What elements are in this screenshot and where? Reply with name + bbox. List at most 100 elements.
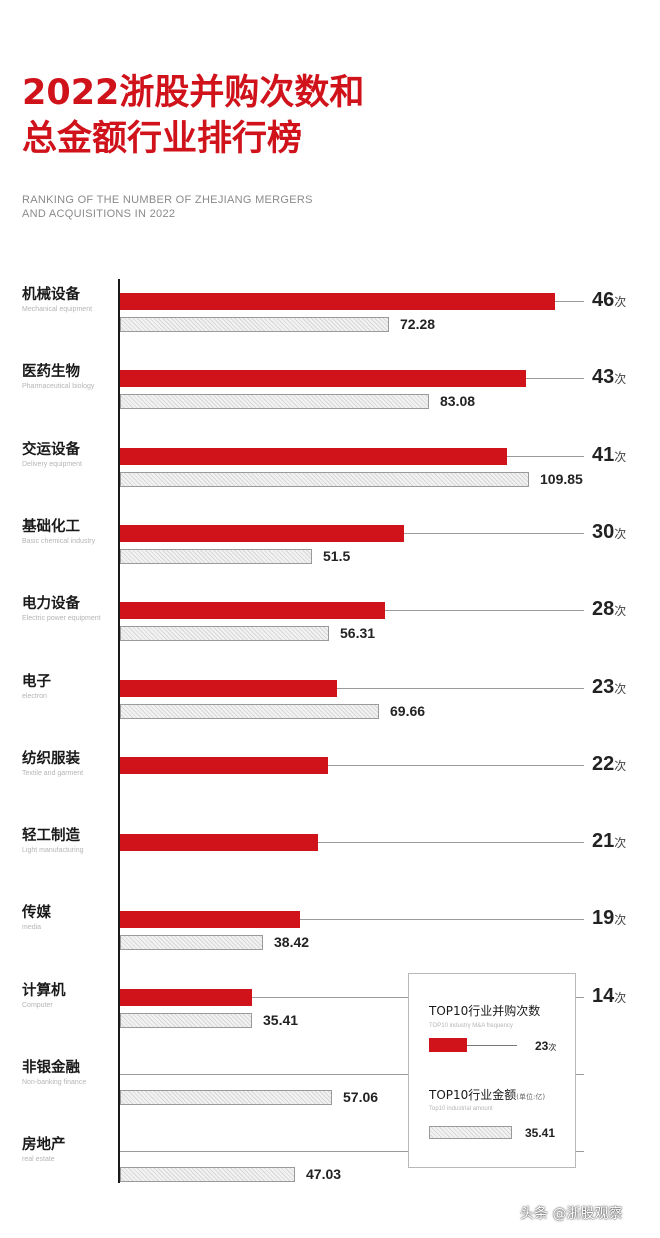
amount-value: 57.06 bbox=[343, 1089, 379, 1105]
count-label: 19次 bbox=[592, 906, 626, 932]
legend-count-subtitle: TOP10 industry M&A frequency bbox=[429, 1023, 513, 1029]
category-label-en: Electric power equipment bbox=[22, 615, 101, 622]
legend-amount-title-row: TOP10行业金额(单位:亿) bbox=[429, 1088, 545, 1105]
count-bar bbox=[120, 834, 318, 851]
count-unit: 次 bbox=[614, 295, 627, 309]
count-bar bbox=[120, 525, 404, 542]
category-label-en: Delivery equipment bbox=[22, 461, 82, 468]
count-value: 21 bbox=[592, 830, 615, 852]
count-value: 43 bbox=[592, 366, 615, 388]
count-bar bbox=[120, 293, 555, 310]
count-label: 21次 bbox=[592, 829, 626, 855]
y-axis-line bbox=[118, 279, 120, 1183]
amount-bar bbox=[120, 1167, 295, 1182]
count-unit: 次 bbox=[614, 604, 627, 618]
amount-value: 56.31 bbox=[340, 625, 376, 641]
count-guide-line bbox=[385, 610, 584, 611]
count-label: 22次 bbox=[592, 752, 626, 778]
legend: TOP10行业并购次数 TOP10 industry M&A frequency… bbox=[408, 973, 576, 1168]
legend-count-guide bbox=[467, 1045, 517, 1046]
count-value: 41 bbox=[592, 444, 615, 466]
category-label-en: electron bbox=[22, 693, 47, 700]
category-label-en: Pharmaceutical biology bbox=[22, 383, 95, 390]
count-guide-line bbox=[507, 456, 584, 457]
category-label: 轻工制造 bbox=[22, 828, 80, 844]
count-guide-line bbox=[337, 688, 584, 689]
legend-amount-subtitle: Top10 industrial amount bbox=[429, 1106, 493, 1112]
count-guide-line bbox=[300, 919, 584, 920]
category-label-en: Mechanical equipment bbox=[22, 306, 93, 313]
count-unit: 次 bbox=[614, 913, 627, 927]
amount-value: 83.08 bbox=[440, 393, 476, 409]
amount-bar bbox=[120, 1013, 252, 1028]
amount-value: 35.41 bbox=[263, 1012, 299, 1028]
count-label: 30次 bbox=[592, 520, 626, 546]
category-label: 传媒 bbox=[22, 905, 51, 921]
amount-bar bbox=[120, 549, 312, 564]
category-label-en: Computer bbox=[22, 1002, 53, 1009]
count-guide-line bbox=[526, 378, 584, 379]
legend-amount-title: TOP10行业金额 bbox=[429, 1088, 517, 1102]
amount-value: 72.28 bbox=[400, 316, 436, 332]
row-guide-line bbox=[120, 1074, 584, 1075]
count-label: 23次 bbox=[592, 675, 626, 701]
category-label: 房地产 bbox=[22, 1137, 66, 1153]
count-value: 14 bbox=[592, 985, 615, 1007]
count-bar bbox=[120, 757, 328, 774]
category-label-en: Non-banking finance bbox=[22, 1079, 87, 1086]
count-guide-line bbox=[328, 765, 584, 766]
category-label: 机械设备 bbox=[22, 287, 80, 303]
count-value: 23 bbox=[592, 676, 615, 698]
category-label: 非银金融 bbox=[22, 1060, 80, 1076]
amount-value: 38.42 bbox=[274, 934, 310, 950]
category-label: 纺织服装 bbox=[22, 751, 80, 767]
legend-count-example-unit: 次 bbox=[548, 1043, 557, 1052]
category-label: 电力设备 bbox=[22, 596, 80, 612]
count-bar bbox=[120, 911, 300, 928]
count-label: 41次 bbox=[592, 443, 626, 469]
count-value: 46 bbox=[592, 289, 615, 311]
legend-count-example: 23次 bbox=[535, 1039, 556, 1055]
amount-bar bbox=[120, 626, 329, 641]
count-unit: 次 bbox=[614, 759, 627, 773]
category-label: 电子 bbox=[22, 674, 51, 690]
amount-value: 109.85 bbox=[540, 471, 583, 487]
legend-amount-swatch bbox=[429, 1126, 512, 1139]
count-label: 28次 bbox=[592, 597, 626, 623]
count-value: 19 bbox=[592, 907, 615, 929]
count-value: 22 bbox=[592, 753, 615, 775]
chart-title: 2022浙股并购次数和 总金额行业排行榜 bbox=[22, 73, 365, 159]
count-guide-line bbox=[555, 301, 584, 302]
legend-amount-note: (单位:亿) bbox=[516, 1093, 546, 1101]
count-value: 28 bbox=[592, 598, 615, 620]
category-label-en: media bbox=[22, 924, 42, 931]
legend-count-example-value: 23 bbox=[535, 1039, 549, 1053]
amount-value: 69.66 bbox=[390, 703, 426, 719]
amount-bar bbox=[120, 317, 389, 332]
count-guide-line bbox=[404, 533, 584, 534]
category-label-en: Textile and garment bbox=[22, 770, 84, 777]
count-guide-line bbox=[318, 842, 584, 843]
category-label: 医药生物 bbox=[22, 364, 80, 380]
amount-bar bbox=[120, 935, 263, 950]
category-label-en: real estate bbox=[22, 1156, 55, 1163]
category-label: 计算机 bbox=[22, 983, 66, 999]
count-bar bbox=[120, 680, 337, 697]
watermark: 头条 @浙股观察 bbox=[520, 1206, 623, 1222]
category-label: 基础化工 bbox=[22, 519, 80, 535]
count-unit: 次 bbox=[614, 991, 627, 1005]
chart-subtitle: RANKING OF THE NUMBER OF ZHEJIANG MERGER… bbox=[22, 194, 313, 220]
category-label-en: Basic chemical industry bbox=[22, 538, 96, 545]
count-bar bbox=[120, 448, 507, 465]
legend-count-title: TOP10行业并购次数 bbox=[429, 1004, 541, 1018]
count-unit: 次 bbox=[614, 527, 627, 541]
category-label: 交运设备 bbox=[22, 442, 80, 458]
amount-value: 51.5 bbox=[323, 548, 351, 564]
category-label-en: Light manufacturing bbox=[22, 847, 84, 854]
count-bar bbox=[120, 370, 526, 387]
count-label: 14次 bbox=[592, 984, 626, 1010]
amount-bar bbox=[120, 394, 429, 409]
amount-value: 47.03 bbox=[306, 1166, 342, 1182]
count-unit: 次 bbox=[614, 372, 627, 386]
count-unit: 次 bbox=[614, 682, 627, 696]
